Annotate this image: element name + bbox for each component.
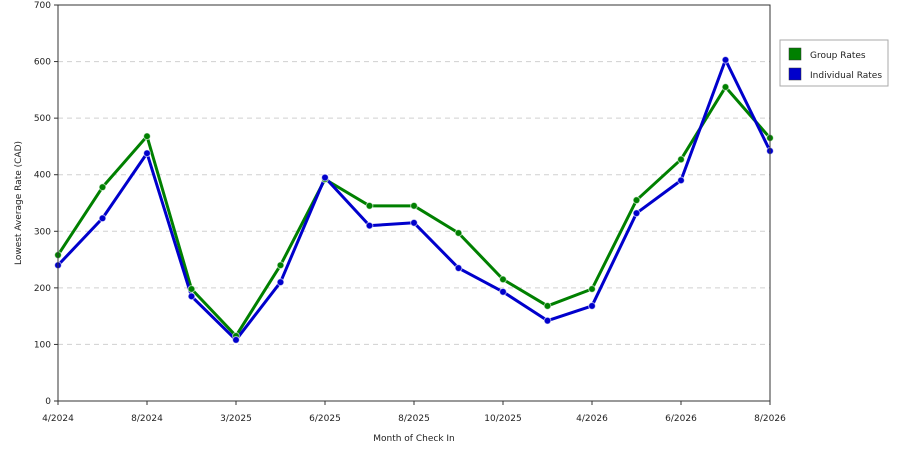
x-tick-label: 4/2024 [42,414,74,424]
y-axis: 0 100 200 300 400 500 600 700 [34,1,58,407]
individual-rates-point [410,218,418,227]
individual-rates-legend-label: Individual Rates [810,71,882,81]
individual-rates-point [187,292,196,301]
x-axis: 4/2024 8/2024 3/2025 6/2025 8/2025 10/2025 4/2… [42,401,786,424]
individual-rates-point [98,214,107,223]
y-tick-label: 400 [34,171,51,181]
individual-rates-point [232,336,240,344]
group-rates-point [632,196,641,205]
x-tick-label: 8/2025 [398,414,430,424]
x-tick-label: 8/2026 [754,414,786,424]
individual-rates-point [454,264,463,272]
x-tick-label: 6/2026 [665,414,697,424]
group-rates-point [276,261,285,270]
y-tick-label: 0 [45,397,51,407]
individual-rates-point [321,173,329,182]
individual-rates-point [677,176,685,185]
individual-rates-point [588,302,596,310]
x-tick-label: 8/2024 [131,414,163,424]
y-tick-label: 600 [34,58,51,68]
individual-rates-point [276,278,285,287]
individual-rates-point [365,221,374,230]
y-axis-title: Lowest Average Rate (CAD) [14,141,24,265]
group-rates-point [543,302,552,310]
group-rates-point [499,275,507,284]
group-rates-point [187,285,196,293]
group-rates-point [410,201,418,210]
x-tick-label: 6/2025 [309,414,341,424]
group-rates-point [365,201,374,210]
group-rates-point [721,83,730,91]
group-rates-point [677,155,685,164]
x-tick-label: 10/2025 [484,414,521,424]
y-tick-label: 700 [34,1,51,11]
x-tick-label: 4/2026 [576,414,608,424]
y-tick-label: 100 [34,340,51,350]
x-tick-label: 3/2025 [220,414,252,424]
x-axis-title: Month of Check In [373,434,455,444]
group-rates-point [454,229,463,237]
group-rates-point [98,183,107,192]
group-rates-point [588,285,596,293]
group-rates-point [143,132,151,141]
individual-rates-point [632,209,641,218]
individual-rates-point [721,55,730,64]
group-rates-legend-swatch [788,47,802,61]
y-tick-label: 300 [34,227,51,237]
y-tick-label: 500 [34,114,51,124]
y-tick-label: 200 [34,284,51,294]
individual-rates-point [543,316,552,325]
legend: Group Rates Individual Rates [779,39,889,87]
individual-rates-legend-swatch [788,67,802,81]
group-rates-legend-label: Group Rates [810,51,866,61]
grid-lines [58,61,770,345]
individual-rates-point [499,287,507,296]
individual-rates-point [143,149,151,158]
